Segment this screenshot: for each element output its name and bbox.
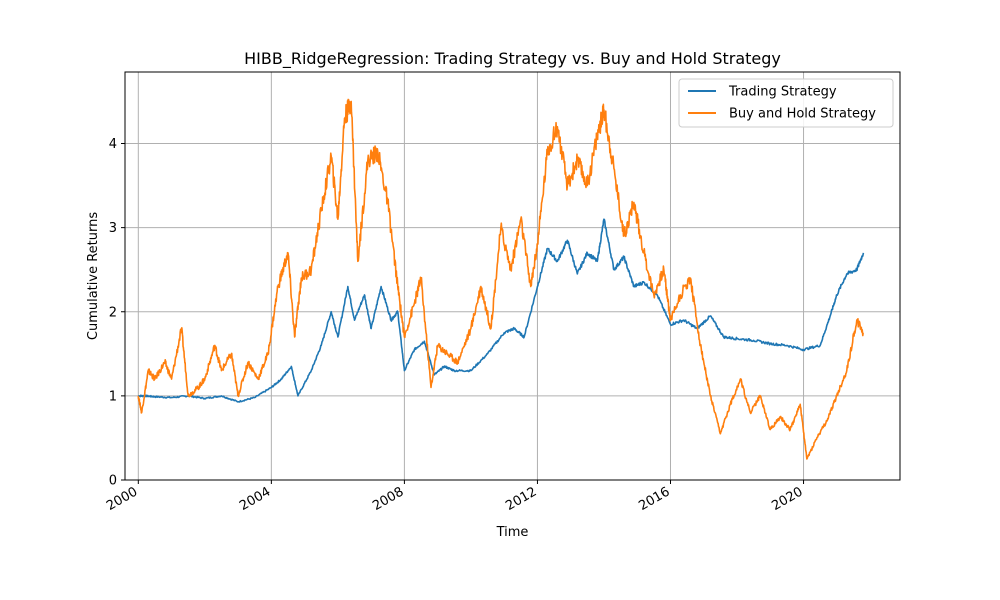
y-tick-label: 4 — [109, 137, 117, 152]
legend-box — [678, 78, 894, 128]
x-tick-label: 2004 — [237, 484, 273, 514]
y-tick-label: 0 — [109, 474, 117, 489]
series-line-0 — [137, 218, 865, 403]
x-tick-label: 2008 — [370, 484, 406, 514]
x-tick-label: 2000 — [104, 484, 140, 514]
y-tick-label: 3 — [109, 221, 117, 236]
y-tick-label: 2 — [109, 305, 117, 320]
legend: Trading Strategy Buy and Hold Strategy — [678, 78, 894, 128]
series-lines — [137, 98, 865, 460]
series-line-1 — [137, 98, 864, 460]
chart-title: HIBB_RidgeRegression: Trading Strategy v… — [244, 49, 781, 69]
plot-frame — [124, 71, 901, 481]
legend-entry-1: Buy and Hold Strategy — [729, 107, 876, 122]
legend-entry-0: Trading Strategy — [728, 85, 837, 100]
x-tick-label: 2016 — [636, 484, 672, 514]
y-axis-label: Cumulative Returns — [86, 212, 101, 340]
y-tick-label: 1 — [109, 389, 117, 404]
grid — [125, 72, 900, 481]
x-tick-label: 2020 — [769, 484, 805, 514]
x-axis-label: Time — [496, 525, 529, 540]
x-tick-label: 2012 — [503, 484, 539, 514]
